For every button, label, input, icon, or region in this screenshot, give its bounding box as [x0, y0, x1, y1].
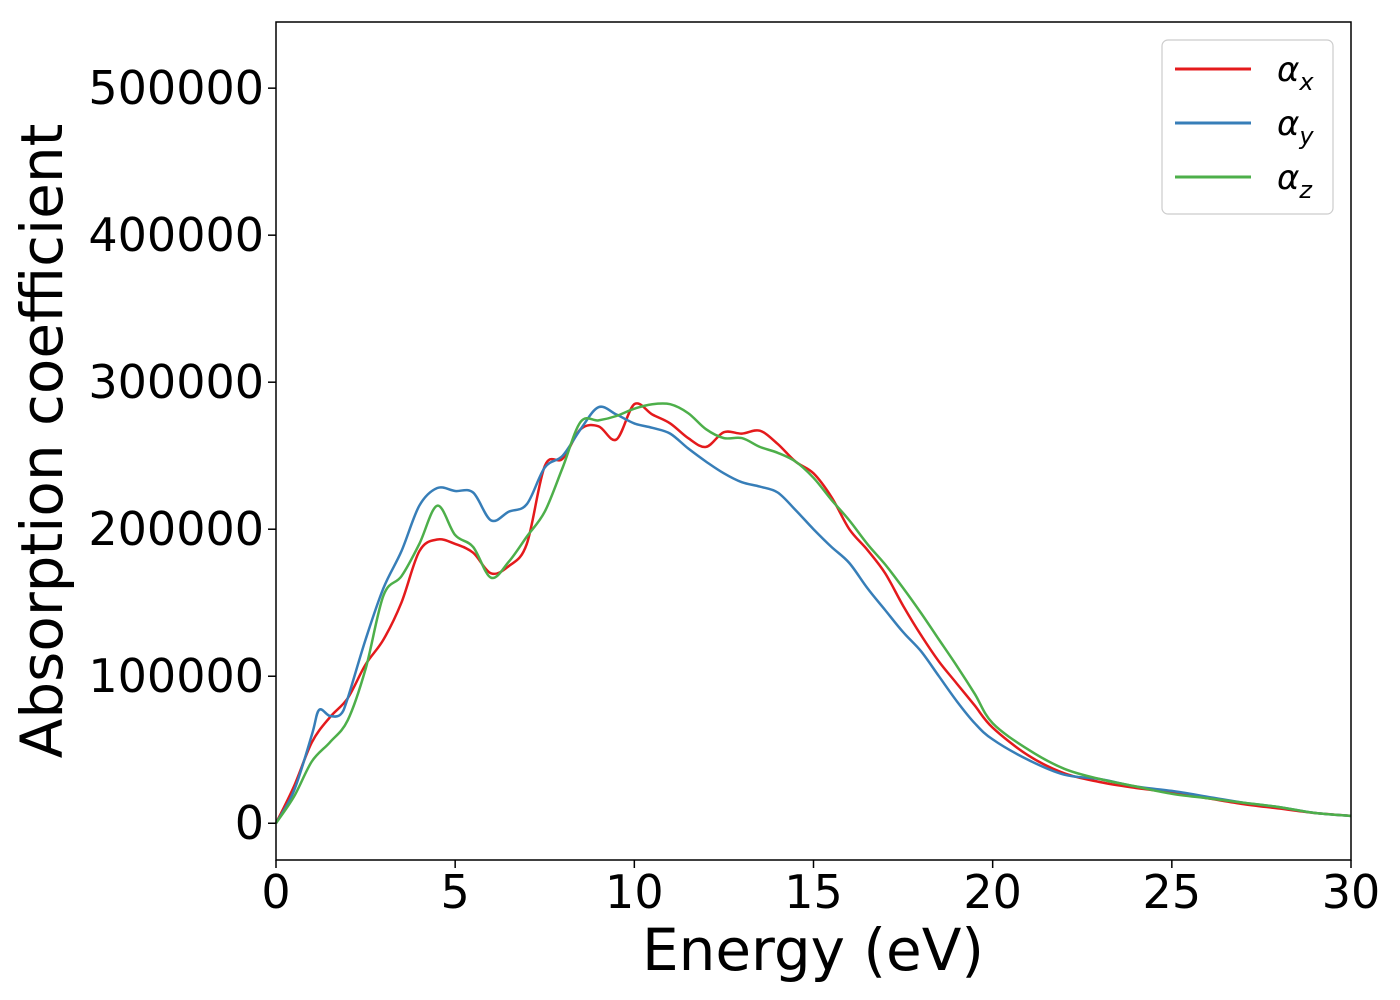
legend-box: [1161, 39, 1334, 215]
y-tick-label: 0: [235, 796, 264, 850]
x-tick-label: 20: [963, 865, 1022, 919]
series-line-3: [274, 402, 1352, 824]
y-tick-label: 200000: [88, 502, 264, 556]
series-lines: [274, 402, 1352, 824]
x-tick-label: 30: [1322, 865, 1381, 919]
x-tick-label: 25: [1143, 865, 1202, 919]
x-axis-label: Energy (eV): [642, 916, 984, 984]
x-tick-label: 15: [784, 865, 843, 919]
y-tick-label: 300000: [88, 355, 264, 409]
x-tick-label: 10: [605, 865, 664, 919]
y-tick-label: 100000: [88, 649, 264, 703]
series-line-2: [274, 405, 1352, 824]
x-axis: 0 5 10 15 20 25 30: [261, 860, 1380, 919]
x-tick-label: 0: [261, 865, 290, 919]
x-tick-label: 5: [441, 865, 470, 919]
y-tick-label: 400000: [88, 208, 264, 262]
legend-label: αz: [1277, 158, 1313, 204]
series-line-1: [274, 402, 1352, 824]
y-tick-label: 500000: [88, 61, 264, 115]
y-axis-label: Absorption coefficient: [8, 124, 76, 759]
y-axis: 0 100000 200000 300000 400000 500000: [88, 61, 276, 850]
